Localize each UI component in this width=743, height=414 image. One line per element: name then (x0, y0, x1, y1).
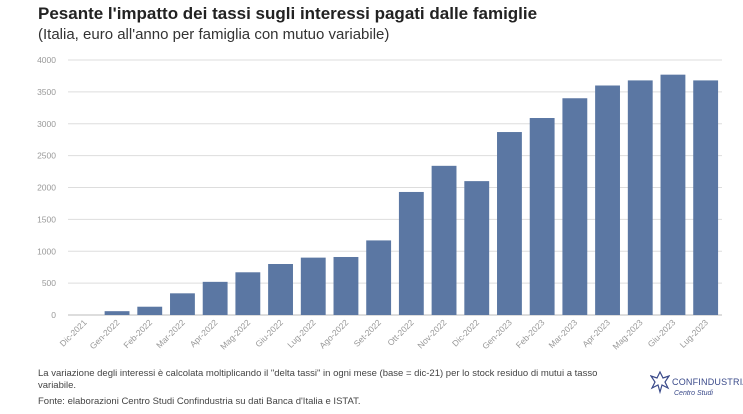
bar-apr-2023 (595, 85, 620, 315)
methodology-note: La variazione degli interessi è calcolat… (38, 368, 598, 391)
eagle-icon (650, 370, 670, 394)
x-tick-label: Apr-2023 (580, 317, 612, 349)
x-tick-label: Ott-2022 (385, 317, 416, 348)
x-tick-label: Dic-2022 (450, 317, 481, 348)
confindustria-logo: CONFINDUSTRIA Centro Studi (644, 366, 743, 406)
y-tick-label: 500 (42, 278, 56, 288)
y-axis-ticks: 0 500 1000 1500 2000 2500 3000 3500 4000 (37, 55, 56, 320)
y-tick-label: 1000 (37, 246, 56, 256)
x-tick-label: Gen-2022 (88, 317, 122, 351)
x-tick-label: Apr-2022 (188, 317, 220, 349)
x-tick-label: Nov-2022 (415, 317, 448, 350)
x-tick-label: Mag-2023 (611, 317, 645, 351)
bar-mar-2022 (170, 293, 195, 315)
y-tick-label: 2000 (37, 183, 56, 193)
x-tick-label: Giu-2022 (253, 317, 285, 349)
y-tick-label: 3500 (37, 87, 56, 97)
bar-feb-2023 (529, 118, 555, 315)
bar-apr-2022 (202, 281, 228, 315)
bar-giu-2022 (268, 264, 293, 315)
bar-set-2022 (366, 240, 392, 315)
x-tick-label: Mar-2023 (546, 317, 579, 350)
chart-title: Pesante l'impatto dei tassi sugli intere… (38, 4, 538, 23)
bar-giu-2023 (660, 74, 686, 315)
x-tick-label: Lug-2022 (285, 317, 318, 350)
bar-lug-2022 (300, 257, 326, 315)
logo-name: CONFINDUSTRIA (672, 377, 743, 387)
chart-subtitle: (Italia, euro all'anno per famiglia con … (38, 26, 390, 43)
gridlines (68, 59, 722, 316)
bar-mag-2022 (235, 272, 261, 315)
bar-mag-2023 (627, 80, 653, 316)
x-tick-label: Giu-2023 (646, 317, 678, 349)
bar-ott-2022 (398, 191, 424, 315)
y-tick-label: 1500 (37, 214, 56, 224)
x-tick-label: Feb-2022 (121, 317, 154, 350)
source-note: Fonte: elaborazioni Centro Studi Confind… (38, 396, 361, 407)
bar-feb-2022 (137, 306, 163, 315)
logo-subtitle: Centro Studi (674, 390, 713, 397)
x-tick-label: Feb-2023 (514, 317, 547, 350)
bar-lug-2023 (693, 80, 719, 316)
bars (104, 74, 719, 316)
x-tick-label: Gen-2023 (480, 317, 514, 351)
bar-nov-2022 (431, 165, 457, 315)
x-tick-label: Ago-2022 (317, 317, 350, 350)
y-tick-label: 3000 (37, 119, 56, 129)
x-tick-label: Dic-2021 (58, 317, 89, 348)
bar-dic-2022 (464, 181, 490, 315)
bar-chart: 0 500 1000 1500 2000 2500 3000 3500 4000 Dic-202… (37, 55, 722, 351)
bar-mar-2023 (562, 98, 588, 315)
x-tick-label: Lug-2023 (678, 317, 711, 350)
bar-gen-2022 (104, 311, 130, 315)
y-tick-label: 4000 (37, 55, 56, 65)
y-tick-label: 2500 (37, 151, 56, 161)
bar-ago-2022 (333, 256, 359, 315)
bar-gen-2023 (497, 132, 522, 315)
x-tick-label: Mag-2022 (218, 317, 252, 351)
x-tick-label: Mar-2022 (154, 317, 187, 350)
x-tick-label: Set-2022 (352, 317, 384, 349)
y-tick-label: 0 (51, 310, 56, 320)
